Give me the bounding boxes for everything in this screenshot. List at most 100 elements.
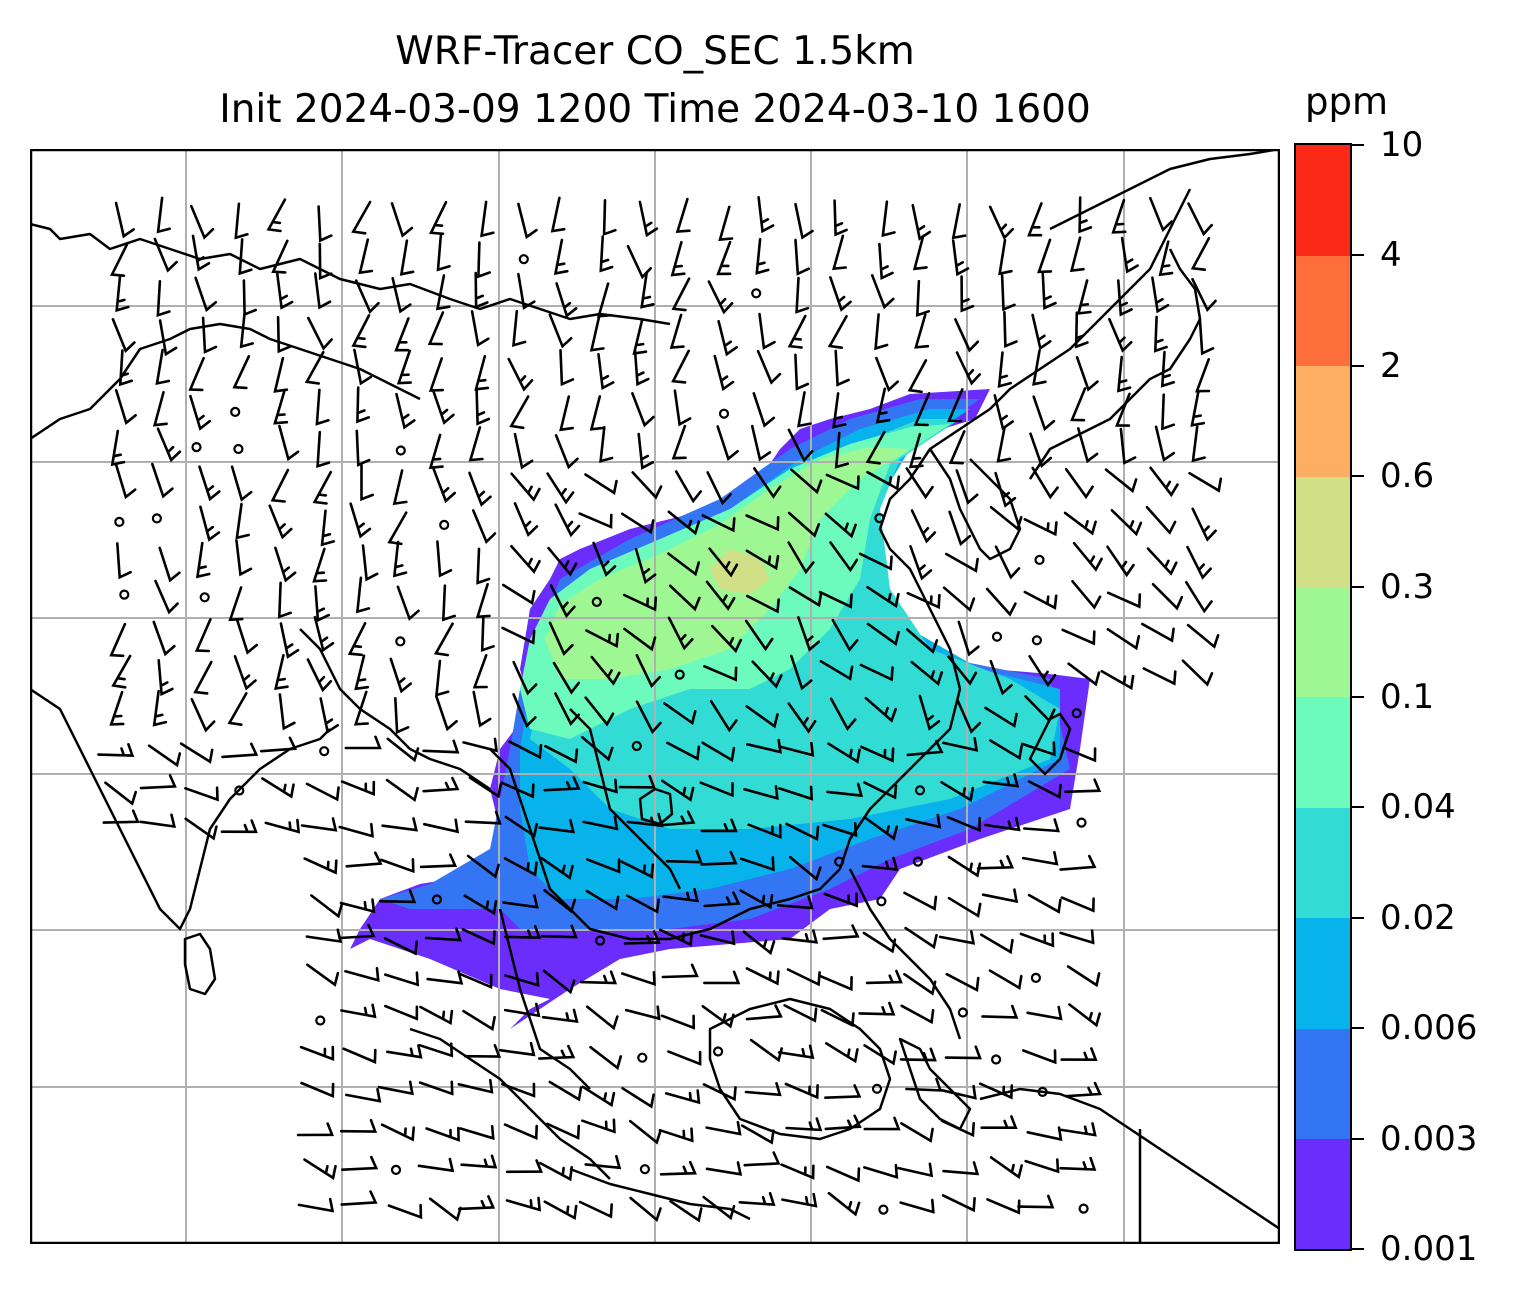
wind-barb [747, 823, 782, 839]
map-subtitle: Init 2024-03-09 1200 Time 2024-03-10 160… [219, 87, 1091, 132]
coastline-japan [1028, 248, 1202, 480]
wind-barb [1026, 1126, 1063, 1142]
wind-barb [589, 395, 605, 431]
wind-barb [278, 693, 296, 731]
wind-barb [789, 856, 822, 882]
wind-barb [861, 856, 899, 871]
wind-barb [435, 274, 451, 311]
wind-barb [195, 541, 211, 579]
wind-barb [474, 271, 489, 309]
wind-barb [1037, 238, 1053, 274]
colorbar-segment [1296, 1138, 1350, 1250]
wind-barb [419, 1005, 454, 1026]
wind-barb [435, 659, 450, 697]
wind-barb [498, 1041, 536, 1057]
wind-barb [947, 388, 964, 423]
wind-barb [794, 238, 810, 276]
wind-barb [905, 1077, 943, 1092]
wind-barb [259, 736, 298, 753]
map-panel[interactable] [30, 149, 1280, 1244]
wind-barb [581, 1118, 616, 1134]
wind-barb [303, 857, 338, 875]
wind-barb [944, 1045, 982, 1060]
wind-barb [345, 851, 383, 868]
wind-barb [827, 315, 848, 349]
wind-barb [543, 889, 577, 914]
wind-barb [474, 355, 490, 391]
colorbar-tick-label: 2 [1380, 345, 1402, 386]
wind-barb [538, 1044, 576, 1060]
wind-barb [303, 1158, 337, 1181]
wind-barb [1120, 236, 1139, 274]
wind-barb [1003, 310, 1018, 349]
wind-barb [461, 928, 496, 946]
wind-barb [874, 313, 889, 351]
wind-barb [1186, 623, 1220, 649]
colorbar-tick-label: 0.6 [1380, 456, 1435, 497]
wind-barb [623, 930, 661, 945]
wind-barb [476, 547, 491, 585]
wind-barb [554, 434, 579, 470]
wind-barb [426, 970, 464, 985]
wind-barb [384, 971, 420, 987]
wind-barb [155, 348, 171, 386]
wind-barb [1154, 425, 1176, 463]
wind-barb [781, 929, 819, 944]
wind-barb [1149, 196, 1174, 233]
wind-barb [910, 660, 944, 686]
calm-wind-marker [233, 443, 244, 455]
coastline-borneo [708, 997, 892, 1141]
wind-barb [358, 238, 374, 275]
wind-barb [472, 654, 488, 689]
wind-barb [391, 277, 412, 314]
wind-barb [1190, 390, 1206, 427]
colorbar-segment [1296, 1028, 1350, 1140]
wind-barb [909, 545, 933, 581]
wind-barb [238, 238, 253, 276]
wind-barb [940, 1119, 975, 1138]
wind-barb [578, 1200, 613, 1219]
wind-barb [626, 244, 652, 280]
wind-barb [1029, 432, 1053, 469]
wind-barb [738, 1191, 776, 1207]
wind-barb [866, 470, 901, 491]
wind-barb [825, 473, 860, 491]
wind-barb [976, 855, 1015, 870]
coastline-korea [928, 448, 1022, 561]
wind-barb [381, 817, 419, 832]
calm-wind-marker [319, 746, 330, 757]
wind-barb [111, 318, 136, 354]
wind-barb [661, 963, 699, 979]
wind-barb [716, 240, 732, 276]
wind-barb [480, 615, 495, 653]
wind-barb [539, 1161, 573, 1182]
map-canvas[interactable] [30, 149, 1280, 1244]
wind-barb [418, 1042, 454, 1058]
coastline-sri-lanka [183, 932, 217, 996]
wind-barb [831, 618, 859, 652]
wind-barb [621, 1087, 655, 1109]
wind-barb [1064, 467, 1094, 500]
wind-barb [671, 277, 691, 312]
colorbar-segment [1296, 145, 1350, 256]
wind-barb [234, 202, 249, 240]
wind-barb [109, 690, 125, 726]
wind-barb [351, 314, 371, 349]
wind-barb [784, 1082, 819, 1100]
wind-barb [745, 514, 780, 532]
wind-barb [581, 1085, 616, 1108]
wind-barb [755, 238, 770, 275]
colorbar-segment [1296, 365, 1350, 477]
wind-barb [875, 356, 899, 393]
wind-barb [510, 545, 541, 574]
wind-barb [1181, 659, 1214, 687]
wind-barb [956, 699, 982, 734]
wind-barb [435, 695, 458, 732]
wind-barb [273, 389, 289, 425]
wind-barb [503, 1123, 538, 1141]
wind-barb [458, 1195, 496, 1211]
coastline-indochina [489, 748, 841, 941]
wind-barb [314, 585, 330, 623]
calm-wind-marker [876, 896, 887, 907]
wind-barb [115, 275, 130, 313]
